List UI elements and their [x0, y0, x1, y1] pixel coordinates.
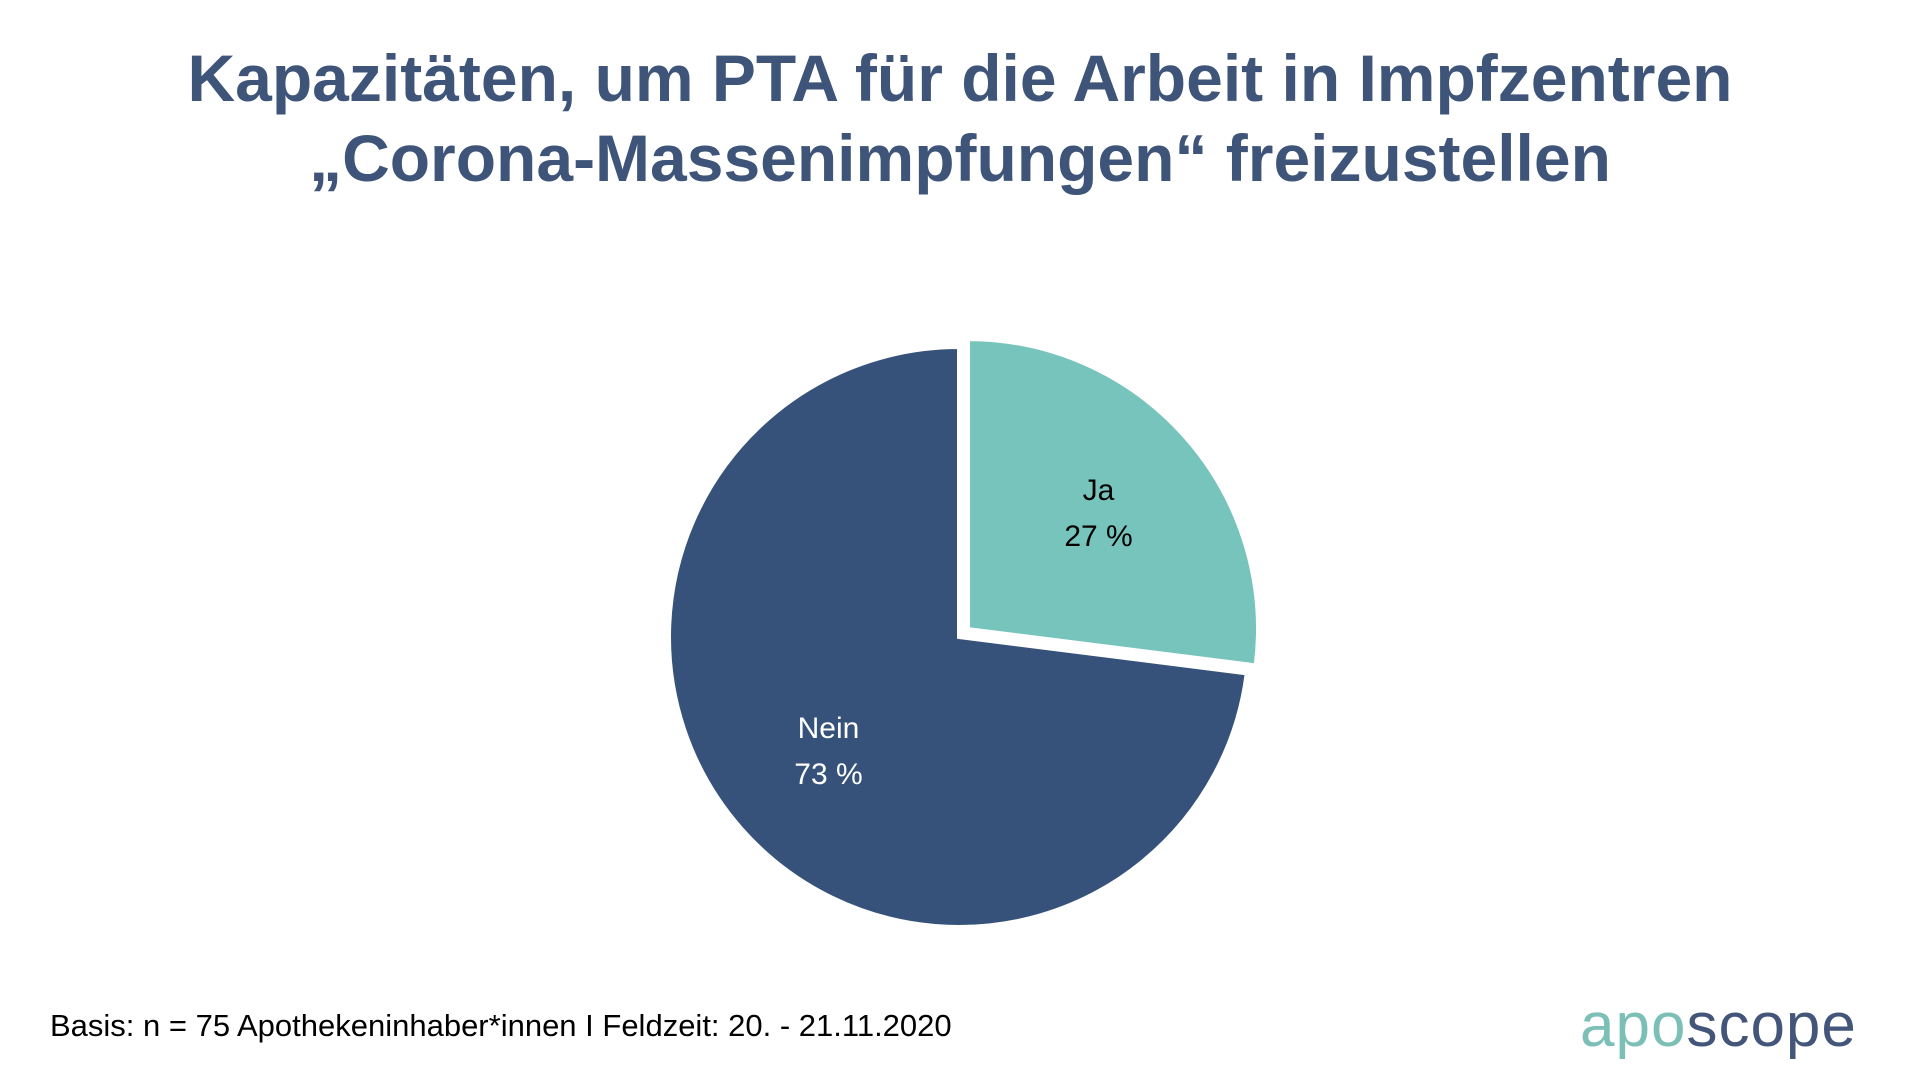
- title-line-1: Kapazitäten, um PTA für die Arbeit in Im…: [187, 41, 1733, 115]
- pie-slice-ja: [966, 337, 1260, 668]
- logo-part-scope: scope: [1686, 991, 1857, 1060]
- slice-label-ja: Ja: [1083, 474, 1115, 507]
- slice-label-nein: Nein: [798, 712, 860, 745]
- chart-title: Kapazitäten, um PTA für die Arbeit in Im…: [0, 38, 1920, 198]
- aposcope-logo: aposcope: [1580, 990, 1857, 1061]
- pie-slice-nein: [667, 344, 1249, 929]
- footnote: Basis: n = 75 Apothekeninhaber*innen I F…: [50, 1008, 952, 1043]
- slice-value-ja: 27 %: [1064, 520, 1132, 553]
- slice-value-nein: 73 %: [794, 758, 862, 791]
- title-line-2: „Corona-Massenimpfungen“ freizustellen: [309, 121, 1611, 195]
- logo-part-apo: apo: [1580, 991, 1687, 1060]
